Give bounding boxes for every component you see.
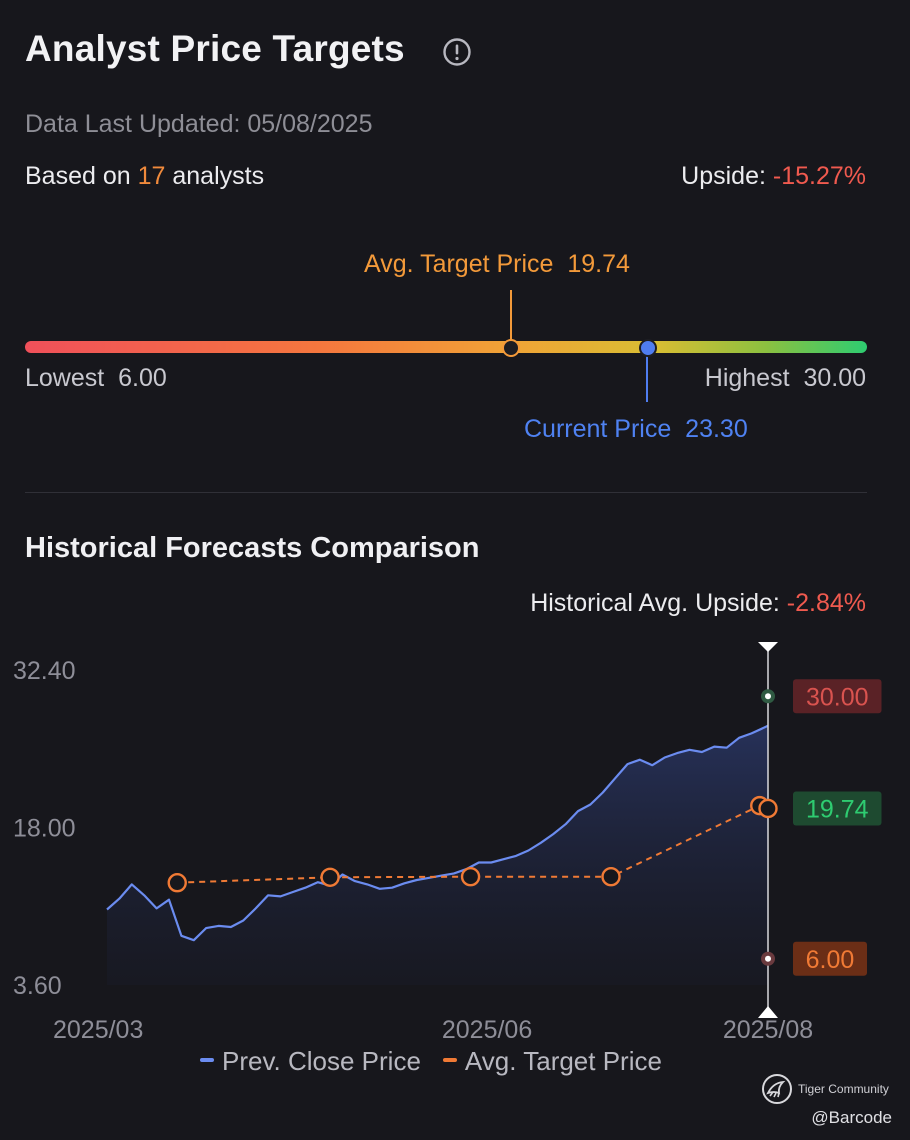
based-prefix: Based on bbox=[25, 162, 138, 190]
avg-target-point bbox=[758, 798, 778, 819]
price-range-bar bbox=[25, 341, 867, 353]
date-cursor-bottom-icon bbox=[758, 1006, 778, 1018]
tiger-community-logo-icon bbox=[762, 1074, 792, 1104]
historical-upside-label: Historical Avg. Upside: bbox=[530, 589, 787, 617]
watermark-brand: Tiger Community bbox=[798, 1082, 889, 1096]
y-tick-label: 3.60 bbox=[13, 972, 62, 1000]
target-badge-label: 30.00 bbox=[806, 683, 869, 711]
avg-target-label: Avg. Target Price 19.74 bbox=[364, 250, 630, 279]
current-price-dot bbox=[639, 339, 657, 357]
close-price-area bbox=[107, 725, 768, 985]
target-badge-label: 6.00 bbox=[806, 946, 855, 974]
target-badge bbox=[793, 679, 882, 714]
historical-forecast-chart[interactable]: 32.40 18.00 3.60 2025/03 2025/06 2025/08 30.00… bbox=[0, 630, 910, 1080]
date-cursor-top-icon bbox=[758, 642, 778, 652]
x-tick-label: 2025/03 bbox=[53, 1016, 143, 1044]
y-tick-label: 32.40 bbox=[13, 657, 76, 685]
section-divider bbox=[25, 492, 867, 493]
upside-text: Upside: -15.27% bbox=[681, 162, 866, 191]
history-title: Historical Forecasts Comparison bbox=[25, 532, 480, 564]
analyst-count: 17 bbox=[137, 162, 166, 190]
legend-target-label: Avg. Target Price bbox=[464, 1046, 662, 1076]
upside-label: Upside: bbox=[681, 162, 773, 190]
historical-upside-value: -2.84% bbox=[786, 589, 866, 617]
upside-value: -15.27% bbox=[772, 162, 866, 190]
highest-target: Highest 30.00 bbox=[705, 364, 866, 393]
lowest-target: Lowest 6.00 bbox=[25, 364, 167, 393]
avg-target-text: Avg. Target Price bbox=[364, 250, 554, 278]
x-tick-label: 2025/06 bbox=[442, 1016, 532, 1044]
y-tick-label: 18.00 bbox=[13, 815, 76, 843]
based-suffix: analysts bbox=[165, 162, 265, 190]
chart-legend: Prev. Close Price Avg. Target Price bbox=[200, 1046, 662, 1077]
highest-label: Highest bbox=[704, 364, 790, 392]
target-marker-core bbox=[765, 693, 771, 700]
avg-target-point bbox=[167, 873, 187, 893]
legend-swatch-close bbox=[200, 1058, 214, 1063]
analyst-count-text: Based on 17 analysts bbox=[25, 162, 264, 191]
avg-target-line bbox=[177, 804, 769, 884]
watermark-user: @Barcode bbox=[811, 1108, 892, 1127]
avg-target-point bbox=[601, 867, 621, 887]
avg-target-point bbox=[320, 867, 340, 887]
target-marker-core bbox=[765, 955, 771, 962]
target-badge bbox=[793, 941, 867, 976]
lowest-value: 6.00 bbox=[118, 364, 167, 392]
current-price-label: Current Price 23.30 bbox=[524, 415, 748, 444]
avg-target-pointer bbox=[510, 290, 512, 342]
current-price-value: 23.30 bbox=[685, 415, 748, 443]
legend-close-label: Prev. Close Price bbox=[222, 1046, 421, 1076]
lowest-label: Lowest bbox=[25, 364, 105, 392]
last-updated-text: Data Last Updated: 05/08/2025 bbox=[25, 110, 373, 138]
current-price-pointer bbox=[646, 352, 648, 402]
x-tick-label: 2025/08 bbox=[723, 1016, 813, 1044]
avg-target-value: 19.74 bbox=[567, 250, 630, 278]
avg-target-dot bbox=[502, 339, 520, 357]
avg-target-point bbox=[460, 867, 481, 887]
page-title: Analyst Price Targets bbox=[25, 28, 405, 69]
current-price-text: Current Price bbox=[524, 415, 672, 443]
target-badge bbox=[793, 791, 882, 826]
historical-upside-text: Historical Avg. Upside: -2.84% bbox=[530, 589, 866, 618]
info-icon[interactable] bbox=[442, 37, 472, 67]
legend-swatch-target bbox=[442, 1058, 457, 1063]
target-badge-label: 19.74 bbox=[806, 795, 869, 823]
highest-value: 30.00 bbox=[803, 364, 866, 392]
